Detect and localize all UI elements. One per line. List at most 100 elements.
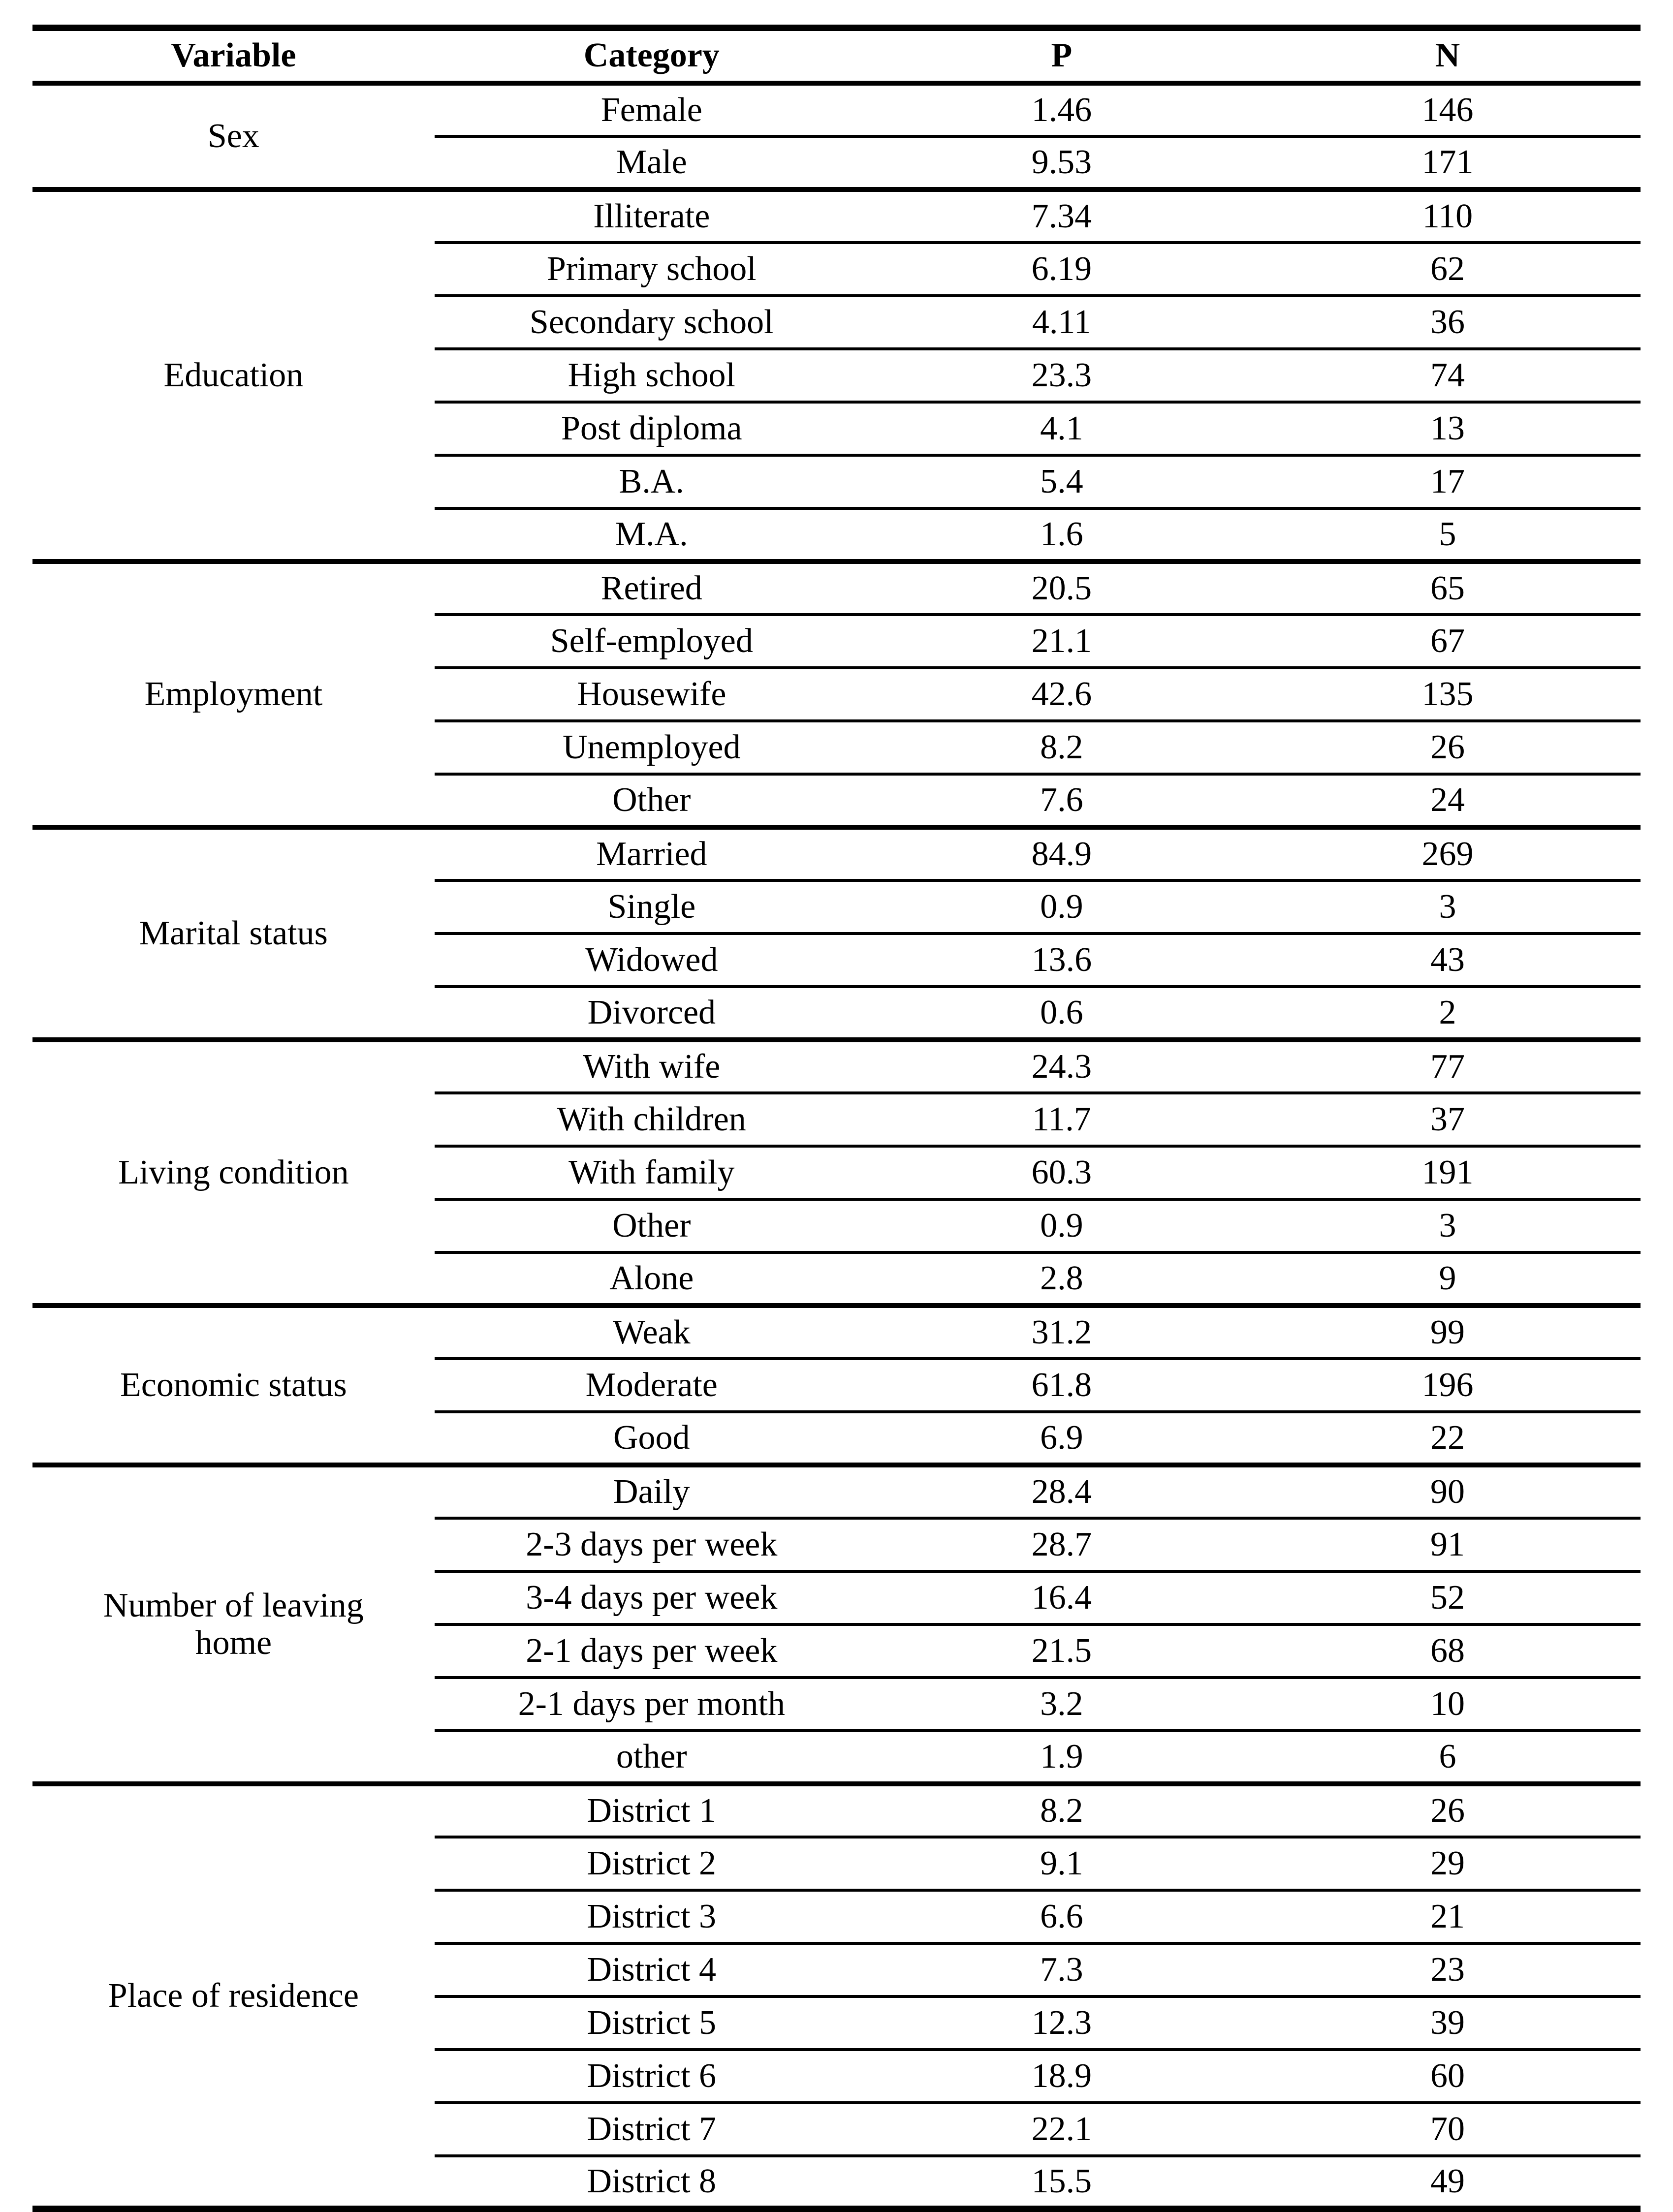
n-cell: 13 (1254, 402, 1641, 457)
table-row: Moderate 61.8 196 (32, 1358, 1641, 1413)
n-cell: 39 (1254, 1996, 1641, 2051)
n-cell: 37 (1254, 1092, 1641, 1148)
p-cell: 31.2 (868, 1303, 1255, 1360)
table-row: Marital status Married 84.9 269 (32, 824, 1641, 1040)
category-cell: Unemployed (434, 720, 869, 776)
table-row: Divorced 0.6 2 (32, 987, 1641, 1040)
n-cell: 5 (1439, 515, 1456, 553)
p-cell: 7.3 (868, 1943, 1255, 1998)
table-row: District 5 12.3 39 (32, 1996, 1641, 2051)
category-cell: District 4 (434, 1943, 869, 1998)
category-cell: Self-employed (434, 614, 869, 669)
table-row: District 2 9.1 29 (32, 1837, 1641, 1892)
category-cell: Other (612, 780, 691, 819)
table-row: High school 23.3 74 (32, 348, 1641, 404)
table-row: With family 60.3 191 (32, 1146, 1641, 1201)
table-row: Sex Female 1.46 146 (32, 80, 1641, 189)
table-row: Alone 2.8 9 (32, 1252, 1641, 1306)
n-cell: 68 (1254, 1624, 1641, 1679)
n-cell: 110 (1254, 187, 1641, 244)
n-cell: 43 (1254, 933, 1641, 988)
n-cell: 99 (1254, 1303, 1641, 1360)
category-cell: With children (434, 1092, 869, 1148)
p-cell: 23.3 (868, 348, 1255, 404)
n-cell: 52 (1254, 1571, 1641, 1626)
category-cell: Weak (434, 1303, 869, 1360)
p-cell: 1.9 (1040, 1737, 1083, 1776)
p-cell: 2.8 (1040, 1259, 1083, 1297)
table-row: 3-4 days per week 16.4 52 (32, 1571, 1641, 1626)
table-row: Living condition With wife 24.3 77 (32, 1037, 1641, 1306)
p-cell: 8.2 (868, 720, 1255, 776)
table-row: Good 6.9 22 (32, 1412, 1641, 1465)
n-cell: 135 (1254, 667, 1641, 722)
table-row: Housewife 42.6 135 (32, 667, 1641, 722)
table-row: B.A. 5.4 17 (32, 455, 1641, 510)
category-cell: 3-4 days per week (434, 1571, 869, 1626)
n-cell: 65 (1254, 559, 1641, 616)
p-cell: 9.53 (1031, 143, 1092, 181)
n-cell: 21 (1254, 1890, 1641, 1945)
n-cell: 26 (1254, 720, 1641, 776)
n-cell: 36 (1254, 295, 1641, 350)
n-cell: 6 (1439, 1737, 1456, 1776)
p-cell: 21.5 (868, 1624, 1255, 1679)
category-cell: Single (434, 880, 869, 935)
table-row: Place of residence District 1 8.2 26 (32, 1781, 1641, 2209)
table-row: other 1.9 6 (32, 1731, 1641, 1784)
category-cell: Male (616, 143, 687, 181)
category-cell: Alone (609, 1259, 694, 1297)
n-cell: 74 (1254, 348, 1641, 404)
n-cell: 10 (1254, 1677, 1641, 1732)
variable-cell: Economic status (32, 1303, 435, 1465)
table-body: Sex Female 1.46 146 Male 9.53 171 Education Illi… (32, 80, 1641, 2209)
n-cell: 2 (1439, 993, 1456, 1031)
variable-cell: Employment (32, 559, 435, 827)
table-row: 2-1 days per month 3.2 10 (32, 1677, 1641, 1732)
p-cell: 0.9 (868, 880, 1255, 935)
variable-cell: Sex (32, 80, 435, 189)
variable-cell: Education (32, 187, 435, 561)
category-cell: District 5 (434, 1996, 869, 2051)
table-row: Unemployed 8.2 26 (32, 720, 1641, 776)
n-cell: 146 (1254, 80, 1641, 138)
p-cell: 4.1 (868, 402, 1255, 457)
category-cell: M.A. (615, 515, 688, 553)
table-row: Employment Retired 20.5 65 (32, 559, 1641, 827)
p-cell: 7.34 (868, 187, 1255, 244)
p-cell: 0.6 (1040, 993, 1083, 1031)
p-cell: 20.5 (868, 559, 1255, 616)
category-cell: other (616, 1737, 687, 1776)
category-cell: With family (434, 1146, 869, 1201)
category-cell: District 2 (434, 1837, 869, 1892)
n-cell: 29 (1254, 1837, 1641, 1892)
category-cell: Good (613, 1418, 690, 1457)
p-cell: 24.3 (868, 1037, 1255, 1094)
p-cell: 1.46 (868, 80, 1255, 138)
category-cell: B.A. (434, 455, 869, 510)
p-cell: 11.7 (868, 1092, 1255, 1148)
category-cell: Primary school (434, 242, 869, 297)
table-row: Self-employed 21.1 67 (32, 614, 1641, 669)
n-cell: 196 (1254, 1358, 1641, 1413)
p-cell: 6.19 (868, 242, 1255, 297)
n-cell: 3 (1254, 1199, 1641, 1254)
n-cell: 70 (1254, 2102, 1641, 2157)
category-cell: Post diploma (434, 402, 869, 457)
table-row: District 6 18.9 60 (32, 2049, 1641, 2104)
p-cell: 84.9 (868, 824, 1255, 882)
table-row: M.A. 1.6 5 (32, 508, 1641, 561)
p-cell: 8.2 (868, 1781, 1255, 1838)
category-cell: Female (434, 80, 869, 138)
header-row: Variable Category P N (32, 28, 1641, 85)
variable-cell: Place of residence (32, 1781, 435, 2209)
category-cell: Moderate (434, 1358, 869, 1413)
table-row: Education Illiterate 7.34 110 (32, 187, 1641, 561)
table-header: Variable Category P N (32, 28, 1641, 85)
p-cell: 12.3 (868, 1996, 1255, 2051)
category-cell: District 6 (434, 2049, 869, 2104)
category-cell: 2-3 days per week (434, 1518, 869, 1573)
table-row: Single 0.9 3 (32, 880, 1641, 935)
category-cell: District 1 (434, 1781, 869, 1838)
